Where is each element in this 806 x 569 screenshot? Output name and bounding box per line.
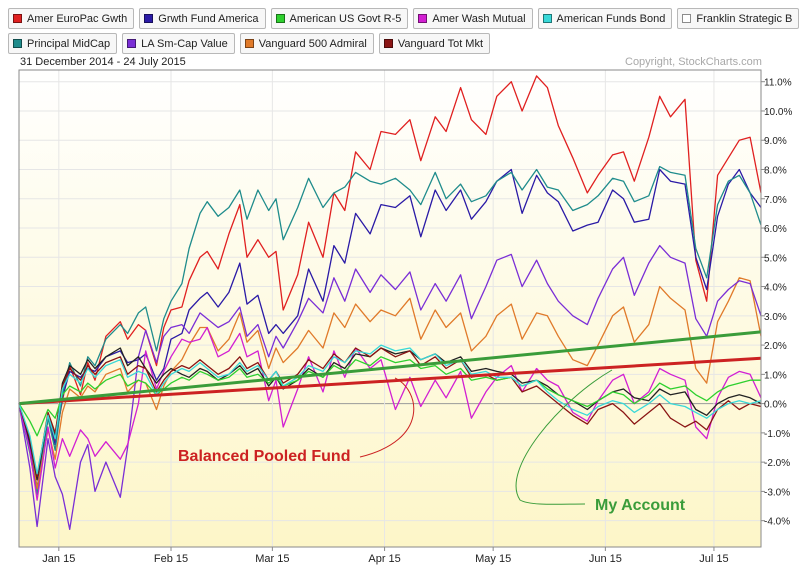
legend-item[interactable]: Amer EuroPac Gwth: [8, 8, 135, 29]
legend-label: Amer Wash Mutual: [432, 12, 526, 25]
y-tick-label: 8.0%: [764, 165, 787, 176]
legend-label: Grwth Fund America: [158, 12, 259, 25]
x-tick-label: Jun 15: [589, 553, 622, 565]
legend-item[interactable]: American US Govt R-5: [270, 8, 409, 29]
legend-item[interactable]: Principal MidCap: [8, 33, 118, 54]
date-range: 31 December 2014 - 24 July 2015: [20, 56, 186, 68]
y-tick-label: -2.0%: [764, 458, 790, 469]
legend: Amer EuroPac Gwth Grwth Fund America Ame…: [8, 8, 800, 58]
legend-item[interactable]: Grwth Fund America: [139, 8, 266, 29]
legend-swatch: [275, 14, 285, 23]
legend-swatch: [13, 39, 22, 48]
x-tick-label: May 15: [475, 553, 511, 565]
legend-swatch: [127, 39, 137, 48]
axes: 11.0% 10.0% 9.0% 8.0% 7.0% 6.0% 5.0% 4.0% 3.0% 2.…: [42, 78, 792, 565]
legend-swatch: [13, 14, 22, 23]
legend-label: American Funds Bond: [556, 12, 666, 25]
series-line-my-account: [18, 330, 762, 406]
x-tick-label: Mar 15: [255, 553, 289, 565]
legend-item[interactable]: American Funds Bond: [537, 8, 673, 29]
series-layer: [18, 75, 762, 531]
legend-swatch: [418, 14, 428, 23]
legend-swatch: [542, 14, 552, 23]
y-tick-label: 6.0%: [764, 224, 787, 235]
legend-swatch: [383, 39, 393, 48]
legend-label: Vanguard Tot Mkt: [397, 37, 484, 50]
legend-swatch: [244, 39, 254, 48]
legend-row-1: Amer EuroPac Gwth Grwth Fund America Ame…: [8, 8, 800, 29]
legend-label: Franklin Strategic B: [696, 12, 793, 25]
y-tick-label: -3.0%: [764, 487, 790, 498]
series-line-american-funds-bond: [18, 344, 762, 475]
series-line-vanguard-500-admiral: [18, 277, 762, 490]
legend-label: Principal MidCap: [27, 37, 111, 50]
legend-item[interactable]: Vanguard Tot Mkt: [378, 33, 491, 54]
y-tick-label: 1.0%: [764, 370, 787, 381]
y-tick-label: -1.0%: [764, 429, 790, 440]
x-tick-label: Jan 15: [42, 553, 75, 565]
copyright-notice: Copyright, StockCharts.com: [625, 56, 762, 68]
legend-item[interactable]: Vanguard 500 Admiral: [239, 33, 374, 54]
y-tick-label: 5.0%: [764, 253, 787, 264]
y-tick-label: 11.0%: [764, 78, 792, 89]
legend-item[interactable]: Amer Wash Mutual: [413, 8, 533, 29]
y-tick-label: 0.0%: [764, 400, 787, 411]
legend-label: Vanguard 500 Admiral: [258, 37, 367, 50]
series-line-la-sm-cap-value: [18, 244, 762, 531]
annotation-group: Balanced Pooled Fund My Account: [178, 369, 686, 514]
balanced-annotation-arrow: [359, 377, 415, 458]
y-tick-label: 4.0%: [764, 283, 787, 294]
my-account-annotation-arrow: [515, 369, 613, 505]
y-tick-label: 2.0%: [764, 341, 787, 352]
series-line-balanced-pooled-fund: [18, 356, 762, 406]
legend-label: LA Sm-Cap Value: [141, 37, 228, 50]
legend-label: American US Govt R-5: [289, 12, 402, 25]
series-line-principal-midcap: [18, 165, 762, 495]
legend-item[interactable]: LA Sm-Cap Value: [122, 33, 235, 54]
y-tick-label: -4.0%: [764, 517, 790, 528]
my-account-annotation: My Account: [595, 497, 686, 514]
legend-item[interactable]: Franklin Strategic B: [677, 8, 800, 29]
series-line-amer-wash-mutual: [18, 326, 762, 501]
plot-background: [19, 70, 761, 547]
plot-border: [18, 69, 762, 548]
y-tick-label: 7.0%: [764, 195, 787, 206]
y-tick-label: 9.0%: [764, 136, 787, 147]
legend-label: Amer EuroPac Gwth: [27, 12, 128, 25]
legend-row-2: Principal MidCap LA Sm-Cap Value Vanguar…: [8, 33, 798, 54]
series-line-franklin-strategic-b: [18, 347, 762, 481]
y-tick-label: 3.0%: [764, 312, 787, 323]
x-tick-label: Feb 15: [154, 553, 188, 565]
y-tick-label: 10.0%: [764, 107, 792, 118]
x-tick-label: Jul 15: [699, 553, 728, 565]
balanced-annotation: Balanced Pooled Fund: [178, 448, 350, 465]
x-tick-label: Apr 15: [368, 553, 400, 565]
legend-swatch: [144, 14, 154, 23]
legend-swatch: [682, 14, 692, 23]
